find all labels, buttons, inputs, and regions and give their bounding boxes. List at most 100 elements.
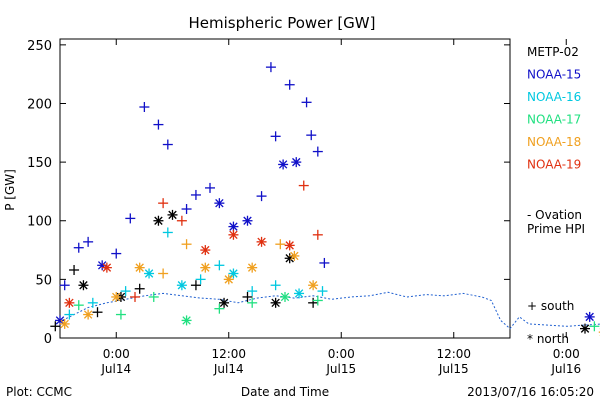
data-point [73,242,84,253]
y-tick-label: 200 [27,97,52,112]
data-point [219,297,230,308]
data-point [280,291,290,302]
data-point [270,297,281,308]
data-point [115,309,126,320]
data-point [291,157,302,168]
data-point [308,297,319,308]
data-point [228,268,239,279]
data-point [130,291,140,302]
data-point [134,283,145,294]
data-point [181,204,192,215]
y-tick-label: 150 [27,156,52,171]
data-point [139,102,150,113]
y-tick-label: 100 [27,215,52,230]
data-point [200,245,211,256]
data-point [294,288,305,299]
legend-entry: NOAA-19 [527,158,581,172]
data-point [92,307,103,318]
data-point [228,221,239,232]
legend-entry: NOAA-18 [527,135,581,149]
data-point [83,309,94,320]
data-point [256,236,267,247]
data-point [50,321,61,332]
data-point [78,280,89,291]
data-point [176,280,187,291]
y-axis-label: P [GW] [3,169,17,211]
x-tick-time-label: 0:00 [328,347,355,361]
data-point [214,303,225,314]
scatter-points [50,62,600,336]
data-point [289,250,300,261]
data-point [306,130,317,141]
data-point [242,291,253,302]
data-point [589,321,600,332]
data-point [148,291,159,302]
data-point [59,280,70,291]
data-point [247,297,258,308]
x-tick-time-label: 12:00 [211,347,246,361]
footer-timestamp: 2013/07/16 16:05:20 [467,385,594,399]
data-point [270,280,281,291]
ovation-legend-line2: Prime HPI [527,222,585,236]
data-point [176,215,187,226]
x-tick-time-label: 0:00 [553,347,580,361]
data-point [284,79,295,90]
data-point [319,257,330,268]
data-point [64,297,75,308]
symbol-legend-south: + south [527,299,574,313]
data-point [158,268,169,279]
x-tick-date-label: Jul15 [325,362,356,376]
ovation-legend-line1: - Ovation [527,208,582,222]
data-point [59,318,70,329]
data-point [134,262,145,273]
data-point [223,274,234,285]
x-tick-date-label: Jul16 [550,362,581,376]
footer-plot-credit: Plot: CCMC [6,385,72,399]
data-point [111,291,122,302]
data-point [312,146,323,157]
data-point [301,97,312,108]
data-point [181,315,192,326]
data-point [270,131,281,142]
data-point [275,239,286,250]
data-point [312,295,323,306]
legend-entry: METP-02 [527,45,579,59]
data-point [190,280,201,291]
y-tick-label: 250 [27,39,52,54]
data-point [167,209,178,220]
x-tick-date-label: Jul15 [438,362,469,376]
data-point [580,323,590,334]
data-point [584,311,595,322]
legend-entry: NOAA-15 [527,68,581,82]
legend-entry: NOAA-17 [527,113,581,127]
data-point [87,297,98,308]
data-point [247,262,258,273]
data-point [162,227,173,238]
symbol-legend-north: * north [527,332,569,346]
data-point [308,280,319,291]
data-point [247,286,258,297]
y-tick-label: 50 [35,273,52,288]
data-point [205,182,215,193]
y-axis: 0 50 100 150 200 250 [27,39,510,347]
data-point [242,215,253,226]
plot-frame [59,38,511,339]
data-point [162,139,173,150]
data-point [256,191,267,202]
data-point [228,229,239,240]
x-tick-date-label: Jul14 [100,362,131,376]
y-tick-label: 0 [44,332,52,347]
ovation-hpi-series [55,291,600,330]
data-point [317,286,328,297]
x-axis: 0:00Jul1412:00Jul140:00Jul1512:00Jul150:… [100,39,581,376]
data-point [195,274,206,285]
x-axis-label: Date and Time [241,385,329,399]
data-point [101,262,112,273]
legend: METP-02 NOAA-15 NOAA-16 NOAA-17 NOAA-18 NOAA-… [527,45,581,172]
chart-title: Hemispheric Power [GW] [189,14,376,32]
legend-entry: NOAA-16 [527,90,581,104]
data-point [284,240,295,251]
x-tick-time-label: 0:00 [103,347,130,361]
data-point [181,239,192,250]
